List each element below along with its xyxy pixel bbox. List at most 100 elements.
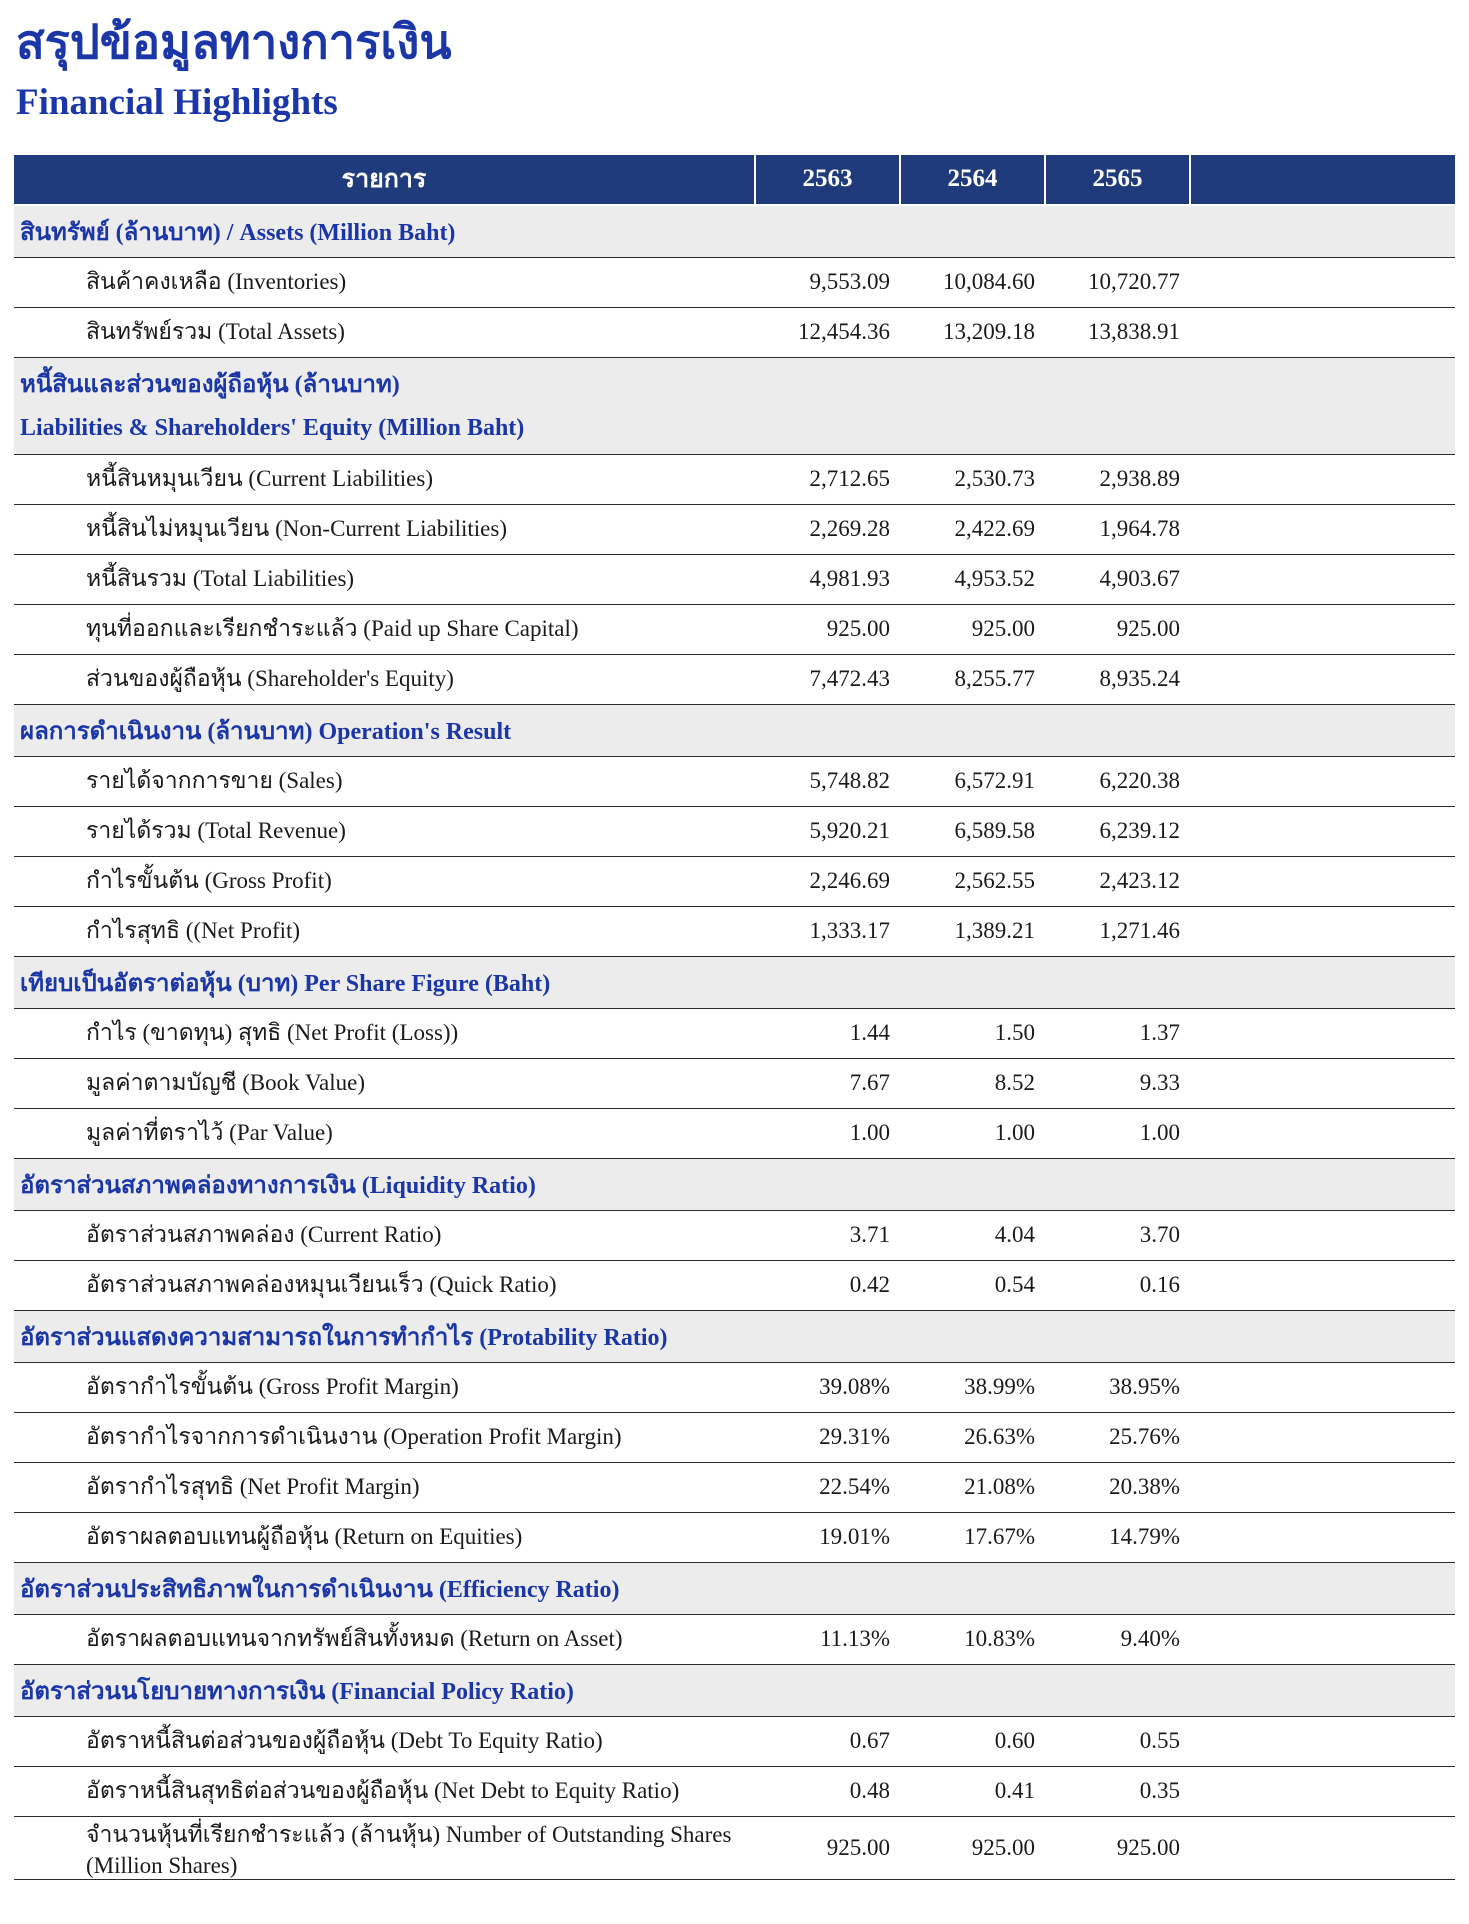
row-value: 1.50 xyxy=(900,1008,1045,1059)
row-value: 1.00 xyxy=(900,1108,1045,1159)
section-title: เทียบเป็นอัตราต่อหุ้น (บาท) Per Share Fi… xyxy=(20,970,551,997)
row-value: 38.95% xyxy=(1045,1362,1190,1413)
table-row: อัตราส่วนสภาพคล่อง (Current Ratio) 3.71 4.… xyxy=(14,1210,1455,1261)
table-row: อัตราผลตอบแทนผู้ถือหุ้น (Return on Equit… xyxy=(14,1512,1455,1563)
row-value: 7,472.43 xyxy=(755,654,900,705)
row-label: รายได้จากการขาย (Sales) xyxy=(14,756,755,807)
row-value: 13,209.18 xyxy=(900,307,1045,358)
row-value: 2,423.12 xyxy=(1045,856,1190,907)
row-value: 925.00 xyxy=(1045,1816,1190,1880)
row-label: อัตรากำไรขั้นต้น (Gross Profit Margin) xyxy=(14,1362,755,1413)
table-row: สินค้าคงเหลือ (Inventories) 9,553.09 10,08… xyxy=(14,257,1455,308)
row-label: หนี้สินไม่หมุนเวียน (Non-Current Liabili… xyxy=(14,504,755,555)
table-row: หนี้สินรวม (Total Liabilities) 4,981.93 4,… xyxy=(14,554,1455,605)
table-row: จำนวนหุ้นที่เรียกชำระแล้ว (ล้านหุ้น) Num… xyxy=(14,1816,1455,1880)
row-spacer xyxy=(1190,1260,1455,1311)
row-label: อัตราหนี้สินสุทธิต่อส่วนของผู้ถือหุ้น (N… xyxy=(14,1766,755,1817)
row-spacer xyxy=(1190,1210,1455,1261)
row-value: 14.79% xyxy=(1045,1512,1190,1563)
page-title-thai: สรุปข้อมูลทางการเงิน xyxy=(16,17,452,69)
row-value: 4,903.67 xyxy=(1045,554,1190,605)
table-row: อัตราหนี้สินสุทธิต่อส่วนของผู้ถือหุ้น (N… xyxy=(14,1766,1455,1817)
row-value: 925.00 xyxy=(900,1816,1045,1880)
section-title-cell: ผลการดำเนินงาน (ล้านบาท) Operation's Res… xyxy=(14,704,1455,757)
row-spacer xyxy=(1190,654,1455,705)
row-spacer xyxy=(1190,1008,1455,1059)
row-value: 3.71 xyxy=(755,1210,900,1261)
row-value: 925.00 xyxy=(900,604,1045,655)
row-value: 2,562.55 xyxy=(900,856,1045,907)
table-row: ทุนที่ออกและเรียกชำระแล้ว (Paid up Share… xyxy=(14,604,1455,655)
row-spacer xyxy=(1190,1362,1455,1413)
row-value: 0.55 xyxy=(1045,1716,1190,1767)
row-label: อัตราผลตอบแทนผู้ถือหุ้น (Return on Equit… xyxy=(14,1512,755,1563)
row-value: 39.08% xyxy=(755,1362,900,1413)
section-title: ผลการดำเนินงาน (ล้านบาท) Operation's Res… xyxy=(20,718,512,745)
column-header-blank xyxy=(1189,154,1455,206)
section-title: อัตราส่วนสภาพคล่องทางการเงิน (Liquidity … xyxy=(20,1172,536,1199)
row-spacer xyxy=(1190,856,1455,907)
row-value: 4,981.93 xyxy=(755,554,900,605)
section-header-row: อัตราส่วนประสิทธิภาพในการดำเนินงาน (Effi… xyxy=(14,1562,1455,1615)
row-value: 3.70 xyxy=(1045,1210,1190,1261)
financial-highlights-page: สรุปข้อมูลทางการเงิน Financial Highlight… xyxy=(0,16,1469,1880)
section-header-row: อัตราส่วนสภาพคล่องทางการเงิน (Liquidity … xyxy=(14,1158,1455,1211)
section-title: อัตราส่วนประสิทธิภาพในการดำเนินงาน (Effi… xyxy=(20,1576,620,1603)
table-row: ส่วนของผู้ถือหุ้น (Shareholder's Equity)… xyxy=(14,654,1455,705)
row-value: 6,220.38 xyxy=(1045,756,1190,807)
row-label: มูลค่าที่ตราไว้ (Par Value) xyxy=(14,1108,755,1159)
row-label: อัตรากำไรสุทธิ (Net Profit Margin) xyxy=(14,1462,755,1513)
row-label: จำนวนหุ้นที่เรียกชำระแล้ว (ล้านหุ้น) Num… xyxy=(14,1816,755,1880)
row-value: 0.67 xyxy=(755,1716,900,1767)
row-spacer xyxy=(1190,454,1455,505)
row-value: 25.76% xyxy=(1045,1412,1190,1463)
table-row: กำไรขั้นต้น (Gross Profit) 2,246.69 2,562.… xyxy=(14,856,1455,907)
financial-table: รายการ 2563 2564 2565 สินทรัพย์ (ล้านบาท… xyxy=(14,154,1455,1880)
row-value: 10,720.77 xyxy=(1045,257,1190,308)
table-row: สินทรัพย์รวม (Total Assets) 12,454.36 13,2… xyxy=(14,307,1455,358)
column-header-year-2564: 2564 xyxy=(899,154,1045,206)
row-value: 2,530.73 xyxy=(900,454,1045,505)
row-value: 1.00 xyxy=(1045,1108,1190,1159)
row-value: 0.16 xyxy=(1045,1260,1190,1311)
row-value: 6,572.91 xyxy=(900,756,1045,807)
row-value: 10.83% xyxy=(900,1614,1045,1665)
table-header-row: รายการ 2563 2564 2565 xyxy=(14,154,1455,206)
row-value: 19.01% xyxy=(755,1512,900,1563)
row-spacer xyxy=(1190,257,1455,308)
row-value: 0.48 xyxy=(755,1766,900,1817)
column-header-year-2563: 2563 xyxy=(754,154,900,206)
row-value: 8,935.24 xyxy=(1045,654,1190,705)
table-row: มูลค่าตามบัญชี (Book Value) 7.67 8.52 9.33 xyxy=(14,1058,1455,1109)
row-value: 9.33 xyxy=(1045,1058,1190,1109)
row-label: อัตราส่วนสภาพคล่องหมุนเวียนเร็ว (Quick R… xyxy=(14,1260,755,1311)
row-value: 20.38% xyxy=(1045,1462,1190,1513)
row-value: 0.54 xyxy=(900,1260,1045,1311)
row-value: 1,389.21 xyxy=(900,906,1045,957)
row-spacer xyxy=(1190,906,1455,957)
row-value: 2,712.65 xyxy=(755,454,900,505)
row-value: 5,748.82 xyxy=(755,756,900,807)
row-value: 1.00 xyxy=(755,1108,900,1159)
table-row: กำไร (ขาดทุน) สุทธิ (Net Profit (Loss)) 1… xyxy=(14,1008,1455,1059)
table-row: รายได้จากการขาย (Sales) 5,748.82 6,572.91 6… xyxy=(14,756,1455,807)
row-value: 10,084.60 xyxy=(900,257,1045,308)
section-title-cell: หนี้สินและส่วนของผู้ถือหุ้น (ล้านบาท) Lia… xyxy=(14,357,1455,455)
row-spacer xyxy=(1190,1462,1455,1513)
row-label: หนี้สินรวม (Total Liabilities) xyxy=(14,554,755,605)
row-value: 0.41 xyxy=(900,1766,1045,1817)
row-spacer xyxy=(1190,1614,1455,1665)
row-value: 2,269.28 xyxy=(755,504,900,555)
row-value: 12,454.36 xyxy=(755,307,900,358)
row-spacer xyxy=(1190,504,1455,555)
table-row: อัตราหนี้สินต่อส่วนของผู้ถือหุ้น (Debt T… xyxy=(14,1716,1455,1767)
row-value: 4,953.52 xyxy=(900,554,1045,605)
row-value: 2,938.89 xyxy=(1045,454,1190,505)
row-value: 9,553.09 xyxy=(755,257,900,308)
row-label: สินค้าคงเหลือ (Inventories) xyxy=(14,257,755,308)
table-row: อัตราส่วนสภาพคล่องหมุนเวียนเร็ว (Quick R… xyxy=(14,1260,1455,1311)
table-row: หนี้สินหมุนเวียน (Current Liabilities) 2,… xyxy=(14,454,1455,505)
section-title-cell: สินทรัพย์ (ล้านบาท) / Assets (Million Ba… xyxy=(14,204,1455,258)
table-row: อัตรากำไรจากการดำเนินงาน (Operation Prof… xyxy=(14,1412,1455,1463)
row-spacer xyxy=(1190,1716,1455,1767)
